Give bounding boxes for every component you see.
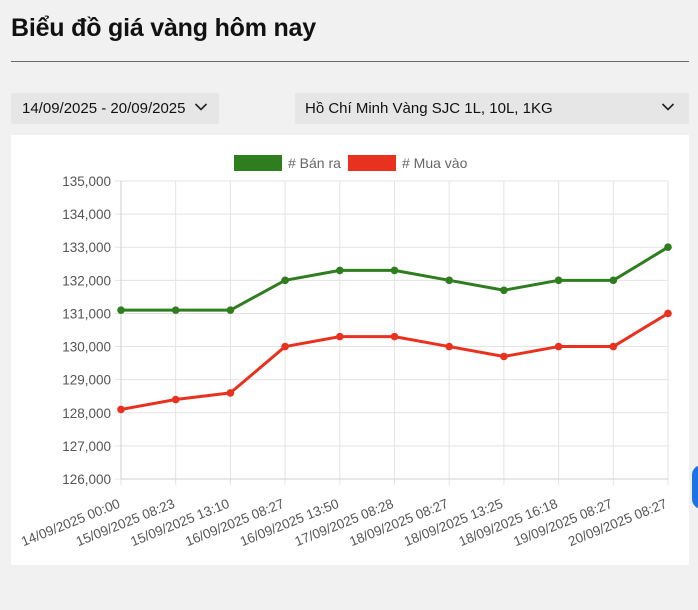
date-range-value: 14/09/2025 - 20/09/2025: [22, 100, 186, 117]
data-point: [500, 352, 508, 361]
data-point: [226, 306, 235, 314]
price-chart: 126,000 127,000 128,000 129,000 130,000 131,0…: [11, 135, 689, 565]
legend-swatch: [234, 155, 282, 171]
chart-canvas: 126,000 127,000 128,000 129,000 130,000 131,0…: [19, 155, 672, 549]
y-tick-label: 135,000: [62, 174, 111, 189]
data-point: [664, 243, 672, 252]
y-tick-label: 129,000: [62, 373, 111, 388]
title-divider: [11, 61, 689, 62]
product-select[interactable]: Hồ Chí Minh Vàng SJC 1L, 10L, 1KG: [295, 93, 689, 124]
y-tick-label: 130,000: [62, 340, 111, 355]
data-point: [390, 332, 399, 341]
y-tick-label: 133,000: [62, 240, 111, 255]
data-point: [171, 306, 180, 314]
data-point: [281, 276, 289, 285]
legend-swatch: [348, 155, 396, 171]
page-title: Biểu đồ giá vàng hôm nay: [11, 14, 316, 42]
y-tick-label: 127,000: [62, 439, 111, 454]
y-tick-label: 126,000: [62, 472, 111, 487]
data-point: [609, 342, 618, 351]
legend-label: # Bán ra: [288, 155, 341, 171]
data-point: [336, 332, 344, 341]
date-range-select[interactable]: 14/09/2025 - 20/09/2025: [11, 93, 219, 124]
legend-label: # Mua vào: [402, 155, 468, 171]
data-point: [554, 342, 563, 351]
y-tick-label: 128,000: [62, 406, 111, 421]
data-point: [390, 266, 399, 275]
data-point: [664, 309, 672, 318]
y-tick-label: 131,000: [62, 306, 111, 321]
data-point: [445, 342, 454, 351]
chevron-down-icon: [661, 103, 675, 111]
data-point: [226, 389, 235, 397]
data-point: [171, 395, 180, 404]
y-tick-label: 134,000: [62, 207, 111, 222]
chevron-down-icon: [194, 103, 208, 111]
data-point: [117, 306, 125, 314]
data-point: [445, 276, 454, 285]
data-point: [609, 276, 618, 285]
y-tick-label: 132,000: [62, 273, 111, 288]
data-point: [500, 286, 508, 295]
product-value: Hồ Chí Minh Vàng SJC 1L, 10L, 1KG: [305, 100, 553, 117]
data-point: [117, 405, 125, 414]
data-point: [281, 342, 289, 351]
side-widget-tab[interactable]: [692, 465, 698, 509]
data-point: [554, 276, 563, 285]
data-point: [336, 266, 344, 275]
